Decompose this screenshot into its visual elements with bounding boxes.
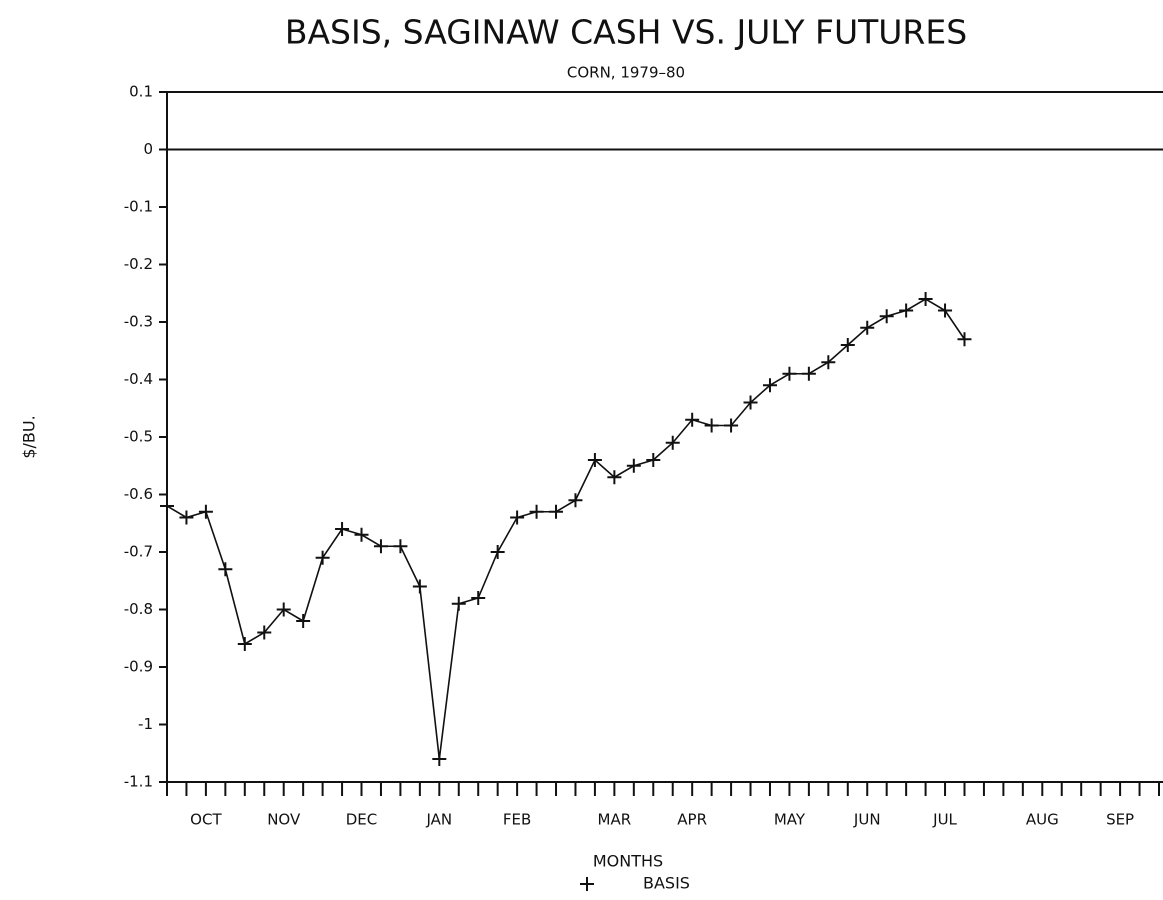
y-tick-label: -0.2 bbox=[124, 255, 153, 273]
data-point bbox=[957, 332, 972, 347]
data-point bbox=[432, 752, 447, 766]
data-point bbox=[237, 637, 252, 651]
x-tick-label: NOV bbox=[267, 811, 301, 829]
legend-label: BASIS bbox=[643, 874, 690, 893]
y-tick-label: -0.7 bbox=[124, 543, 153, 561]
data-point bbox=[762, 378, 777, 393]
data-point bbox=[801, 366, 816, 381]
data-point bbox=[860, 320, 875, 335]
x-tick-label: JAN bbox=[425, 811, 452, 829]
y-tick-label: -0.8 bbox=[124, 600, 153, 618]
data-point bbox=[782, 366, 797, 381]
data-point bbox=[315, 550, 330, 565]
data-point bbox=[899, 303, 914, 318]
data-line bbox=[166, 298, 966, 760]
data-point bbox=[704, 418, 719, 433]
legend-marker bbox=[580, 877, 594, 891]
data-point bbox=[549, 504, 564, 519]
data-point bbox=[821, 355, 836, 370]
data-point bbox=[451, 596, 466, 611]
data-point bbox=[257, 625, 272, 640]
x-tick-label: APR bbox=[677, 811, 707, 829]
x-tick-label: MAY bbox=[774, 811, 806, 829]
chart-title: BASIS, SAGINAW CASH VS. JULY FUTURES bbox=[285, 13, 967, 52]
data-point bbox=[471, 591, 486, 605]
data-point bbox=[918, 292, 933, 306]
y-tick-label: -0.4 bbox=[124, 370, 153, 388]
data-point bbox=[879, 309, 894, 324]
data-point bbox=[276, 602, 291, 617]
y-tick-label: 0 bbox=[143, 140, 153, 158]
data-point bbox=[724, 418, 739, 433]
data-point bbox=[743, 395, 758, 410]
data-point bbox=[568, 493, 583, 508]
x-tick-label: MAR bbox=[598, 811, 632, 829]
data-point bbox=[607, 470, 622, 485]
x-tick-label: OCT bbox=[190, 811, 222, 829]
x-tick-label: SEP bbox=[1106, 811, 1134, 829]
chart-subtitle: CORN, 1979–80 bbox=[567, 64, 685, 82]
data-point bbox=[160, 499, 174, 513]
data-point bbox=[354, 527, 369, 542]
y-tick-label: -0.5 bbox=[124, 428, 153, 446]
x-tick-label: AUG bbox=[1026, 811, 1059, 829]
x-axis-label: MONTHS bbox=[593, 852, 663, 871]
data-point bbox=[840, 338, 855, 352]
data-point bbox=[179, 510, 194, 525]
data-point bbox=[685, 412, 700, 427]
data-point bbox=[198, 504, 213, 519]
data-point bbox=[335, 522, 350, 536]
data-point bbox=[412, 579, 427, 594]
data-point bbox=[490, 545, 505, 559]
y-tick-label: -1.1 bbox=[124, 773, 153, 791]
data-point bbox=[393, 539, 408, 554]
data-point bbox=[626, 458, 641, 473]
data-point bbox=[296, 614, 311, 628]
x-tick-label: FEB bbox=[503, 811, 531, 829]
y-axis-label: $/BU. bbox=[20, 415, 39, 458]
data-point bbox=[373, 539, 388, 554]
y-tick-label: -0.1 bbox=[124, 198, 153, 216]
data-point bbox=[665, 435, 680, 450]
data-point bbox=[938, 303, 953, 318]
x-tick-label: JUN bbox=[853, 811, 881, 829]
y-tick-label: 0.1 bbox=[129, 83, 153, 101]
x-tick-label: DEC bbox=[346, 811, 378, 829]
data-point bbox=[510, 510, 525, 525]
y-tick-label: -0.6 bbox=[124, 485, 153, 503]
y-tick-label: -0.9 bbox=[124, 658, 153, 676]
data-point bbox=[529, 504, 544, 519]
data-point bbox=[646, 453, 661, 467]
x-tick-label: JUL bbox=[932, 811, 957, 829]
data-point bbox=[587, 453, 602, 467]
data-point bbox=[218, 562, 233, 577]
y-tick-label: -0.3 bbox=[124, 313, 153, 331]
y-tick-label: -1 bbox=[138, 715, 153, 733]
